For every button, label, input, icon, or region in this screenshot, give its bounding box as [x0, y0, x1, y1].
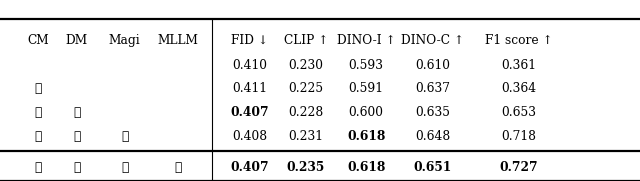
- Text: ✓: ✓: [35, 161, 42, 174]
- Text: 0.228: 0.228: [288, 106, 324, 119]
- Text: 0.411: 0.411: [232, 82, 267, 95]
- Text: F1 score ↑: F1 score ↑: [484, 34, 552, 47]
- Text: ✓: ✓: [121, 161, 129, 174]
- Text: ✓: ✓: [35, 82, 42, 95]
- Text: CLIP ↑: CLIP ↑: [284, 34, 328, 47]
- Text: ✓: ✓: [73, 130, 81, 143]
- Text: CM: CM: [28, 34, 49, 47]
- Text: 0.407: 0.407: [230, 106, 269, 119]
- Text: ✓: ✓: [174, 161, 182, 174]
- Text: 0.361: 0.361: [501, 59, 536, 72]
- Text: 0.618: 0.618: [347, 161, 385, 174]
- Text: 0.635: 0.635: [415, 106, 450, 119]
- Text: 0.225: 0.225: [289, 82, 323, 95]
- Text: 0.235: 0.235: [287, 161, 325, 174]
- Text: ✓: ✓: [35, 106, 42, 119]
- Text: 0.718: 0.718: [501, 130, 536, 143]
- Text: ✓: ✓: [73, 106, 81, 119]
- Text: 0.653: 0.653: [501, 106, 536, 119]
- Text: 0.591: 0.591: [349, 82, 383, 95]
- Text: DM: DM: [66, 34, 88, 47]
- Text: 0.618: 0.618: [347, 130, 385, 143]
- Text: 0.364: 0.364: [501, 82, 536, 95]
- Text: ✓: ✓: [121, 130, 129, 143]
- Text: 0.407: 0.407: [230, 161, 269, 174]
- Text: DINO-I ↑: DINO-I ↑: [337, 34, 396, 47]
- Text: MLLM: MLLM: [157, 34, 198, 47]
- Text: 0.610: 0.610: [415, 59, 450, 72]
- Text: FID ↓: FID ↓: [231, 34, 268, 47]
- Text: 0.408: 0.408: [232, 130, 267, 143]
- Text: 0.637: 0.637: [415, 82, 450, 95]
- Text: ✓: ✓: [35, 130, 42, 143]
- Text: 0.600: 0.600: [349, 106, 383, 119]
- Text: 0.648: 0.648: [415, 130, 451, 143]
- Text: DINO-C ↑: DINO-C ↑: [401, 34, 464, 47]
- Text: 0.231: 0.231: [289, 130, 323, 143]
- Text: ✓: ✓: [73, 161, 81, 174]
- Text: 0.410: 0.410: [232, 59, 267, 72]
- Text: 0.727: 0.727: [499, 161, 538, 174]
- Text: 0.593: 0.593: [349, 59, 383, 72]
- Text: 0.230: 0.230: [289, 59, 323, 72]
- Text: 0.651: 0.651: [413, 161, 452, 174]
- Text: Magi: Magi: [109, 34, 141, 47]
